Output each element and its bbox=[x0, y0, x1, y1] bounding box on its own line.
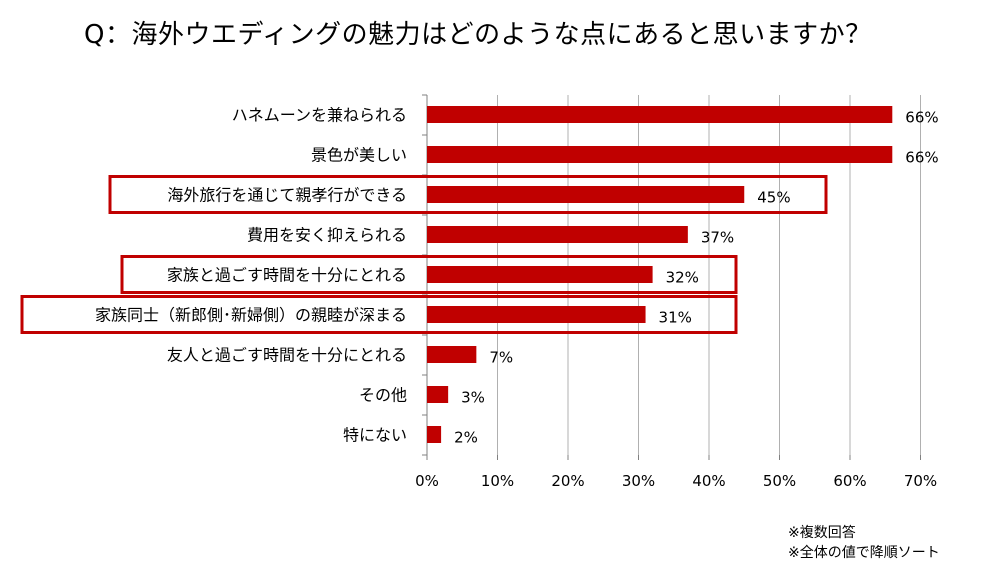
bar bbox=[427, 306, 646, 323]
value-label: 2% bbox=[454, 429, 478, 447]
highlight-box bbox=[120, 255, 738, 294]
category-label: 景色が美しい bbox=[311, 146, 407, 165]
x-tick-label: 60% bbox=[833, 472, 866, 490]
category-label: 友人と過ごす時間を十分にとれる bbox=[167, 346, 407, 365]
highlight-box bbox=[20, 295, 738, 334]
value-label: 66% bbox=[905, 149, 938, 167]
category-label: 海外旅行を通じて親孝行ができる bbox=[167, 186, 407, 205]
value-label: 45% bbox=[757, 189, 790, 207]
bar bbox=[427, 266, 653, 283]
value-label: 32% bbox=[666, 269, 699, 287]
x-tick-labels: 0% 10% 20% 30% 40% 50% 60% 70% bbox=[415, 472, 937, 490]
x-tick-label: 0% bbox=[415, 472, 439, 490]
bar bbox=[427, 426, 442, 443]
note-sort-order: ※全体の値で降順ソート bbox=[788, 545, 940, 561]
value-label: 31% bbox=[659, 309, 692, 327]
bar bbox=[427, 226, 688, 243]
x-tick-label: 70% bbox=[904, 472, 937, 490]
x-tick-label: 20% bbox=[551, 472, 584, 490]
value-label: 66% bbox=[905, 109, 938, 127]
category-label: ハネムーンを兼ねられる bbox=[232, 106, 407, 125]
bar bbox=[427, 386, 449, 403]
category-label: 家族同士（新郎側･新婦側）の親睦が深まる bbox=[95, 306, 407, 325]
chart-title: Q：海外ウエディングの魅力はどのような点にあると思いますか？ bbox=[84, 20, 872, 50]
bar bbox=[427, 186, 745, 203]
category-label: その他 bbox=[359, 386, 407, 405]
highlight-boxes bbox=[20, 175, 828, 334]
value-label: 7% bbox=[489, 349, 513, 367]
category-labels: ハネムーンを兼ねられる景色が美しい海外旅行を通じて親孝行ができる費用を安く抑えら… bbox=[95, 106, 407, 445]
x-tick-label: 50% bbox=[763, 472, 796, 490]
value-label: 37% bbox=[701, 229, 734, 247]
bar bbox=[427, 146, 893, 163]
category-label: 特にない bbox=[343, 426, 407, 445]
note-multiple-answers: ※複数回答 bbox=[788, 525, 856, 541]
x-tick-label: 30% bbox=[622, 472, 655, 490]
value-labels: 66% 66% 45% 37% 32% 31% 7% 3% 2% bbox=[454, 109, 939, 447]
category-label: 家族と過ごす時間を十分にとれる bbox=[167, 266, 407, 285]
bars bbox=[427, 106, 893, 443]
category-label: 費用を安く抑えられる bbox=[247, 226, 407, 245]
x-tick-label: 40% bbox=[692, 472, 725, 490]
bar bbox=[427, 346, 477, 363]
value-label: 3% bbox=[461, 389, 485, 407]
bar bbox=[427, 106, 893, 123]
highlight-box bbox=[108, 175, 828, 214]
x-tick-label: 10% bbox=[481, 472, 514, 490]
